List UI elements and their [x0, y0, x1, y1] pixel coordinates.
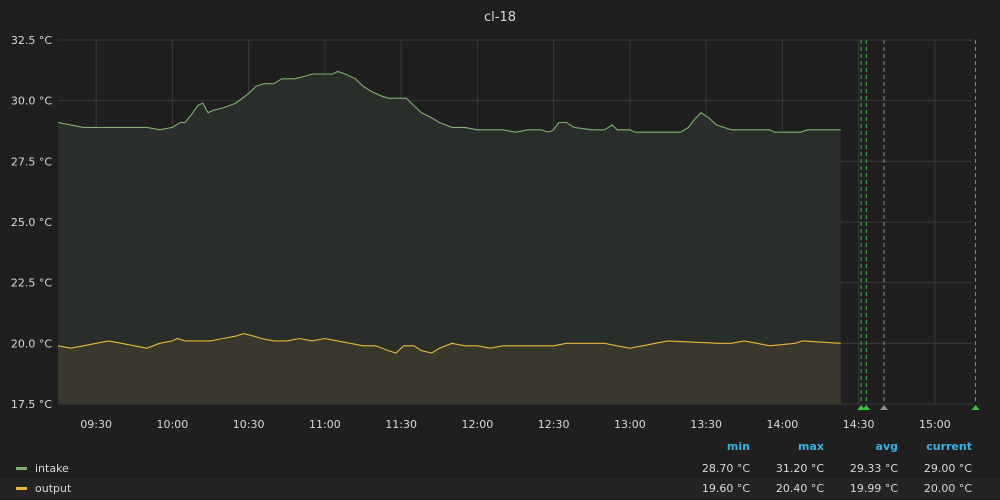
annotation-marker: [971, 405, 980, 410]
x-tick-label: 15:00: [919, 418, 951, 431]
y-tick-label: 22.5 °C: [11, 277, 52, 290]
legend-value-avg: 19.99 °C: [849, 482, 898, 495]
legend-value-max: 20.40 °C: [775, 482, 824, 495]
series-line-output: [57, 333, 841, 354]
x-tick-label: 11:00: [309, 418, 341, 431]
legend-value-min: 19.60 °C: [701, 482, 750, 495]
series-line-intake: [57, 70, 841, 133]
y-tick-label: 17.5 °C: [11, 398, 52, 411]
legend-row-output[interactable]: output 19.60 °C 20.40 °C 19.99 °C 20.00 …: [0, 478, 1000, 498]
legend-value-current: 20.00 °C: [923, 482, 972, 495]
legend-swatch-output[interactable]: [16, 487, 27, 490]
legend-series-name[interactable]: intake: [35, 462, 69, 475]
y-tick-label: 25.0 °C: [11, 216, 52, 229]
legend-value-current: 29.00 °C: [923, 462, 972, 475]
legend-value-min: 28.70 °C: [701, 462, 750, 475]
x-tick-label: 14:30: [843, 418, 875, 431]
chart-area[interactable]: 17.5 °C 20.0 °C 22.5 °C 25.0 °C 27.5 °C 30.0 …: [0, 0, 1000, 440]
annotations: [857, 40, 980, 410]
series-lines: [57, 70, 841, 354]
legend-row-intake[interactable]: intake 28.70 °C 31.20 °C 29.33 °C 29.00 …: [0, 458, 1000, 478]
legend-header: min max avg current: [0, 438, 1000, 458]
y-tick-label: 30.0 °C: [11, 95, 52, 108]
legend-header-min[interactable]: min: [726, 440, 750, 453]
legend-header-avg[interactable]: avg: [875, 440, 898, 453]
legend-header-max[interactable]: max: [798, 440, 824, 453]
legend-value-avg: 29.33 °C: [849, 462, 898, 475]
x-tick-label: 12:30: [538, 418, 570, 431]
y-tick-label: 20.0 °C: [11, 337, 52, 350]
y-axis: 17.5 °C 20.0 °C 22.5 °C 25.0 °C 27.5 °C 30.0 …: [11, 34, 52, 411]
x-tick-label: 13:00: [614, 418, 646, 431]
x-tick-label: 14:00: [767, 418, 799, 431]
annotation-marker: [857, 405, 866, 410]
x-tick-label: 13:30: [690, 418, 722, 431]
panel-title[interactable]: cl-18: [484, 10, 516, 25]
legend-swatch-intake[interactable]: [16, 467, 27, 470]
x-tick-label: 12:00: [462, 418, 494, 431]
series-fills: [58, 71, 841, 404]
x-tick-label: 11:30: [385, 418, 417, 431]
annotation-marker: [862, 405, 871, 410]
x-tick-label: 09:30: [80, 418, 112, 431]
x-tick-label: 10:30: [233, 418, 265, 431]
series-fill-intake: [58, 71, 841, 404]
annotation-marker: [880, 405, 889, 410]
y-tick-label: 27.5 °C: [11, 155, 52, 168]
series-fill-output: [58, 333, 841, 404]
y-tick-label: 32.5 °C: [11, 34, 52, 47]
x-tick-label: 10:00: [157, 418, 189, 431]
legend-series-name[interactable]: output: [35, 482, 72, 495]
legend-header-current[interactable]: current: [926, 440, 972, 453]
legend: min max avg current intake 28.70 °C 31.2…: [0, 438, 1000, 498]
x-axis: 09:30 10:00 10:30 11:00 11:30 12:00 12:30 13:00…: [80, 418, 950, 431]
legend-value-max: 31.20 °C: [775, 462, 824, 475]
